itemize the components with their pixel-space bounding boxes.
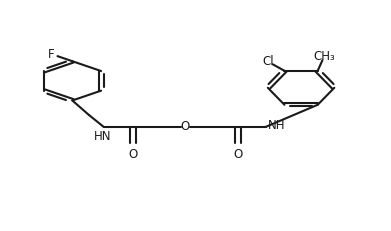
- Text: Cl: Cl: [262, 55, 274, 68]
- Text: CH₃: CH₃: [314, 50, 335, 63]
- Text: F: F: [48, 48, 54, 61]
- Text: NH: NH: [268, 119, 285, 132]
- Text: O: O: [128, 148, 138, 161]
- Text: O: O: [233, 148, 242, 161]
- Text: HN: HN: [94, 130, 111, 143]
- Text: O: O: [181, 120, 190, 133]
